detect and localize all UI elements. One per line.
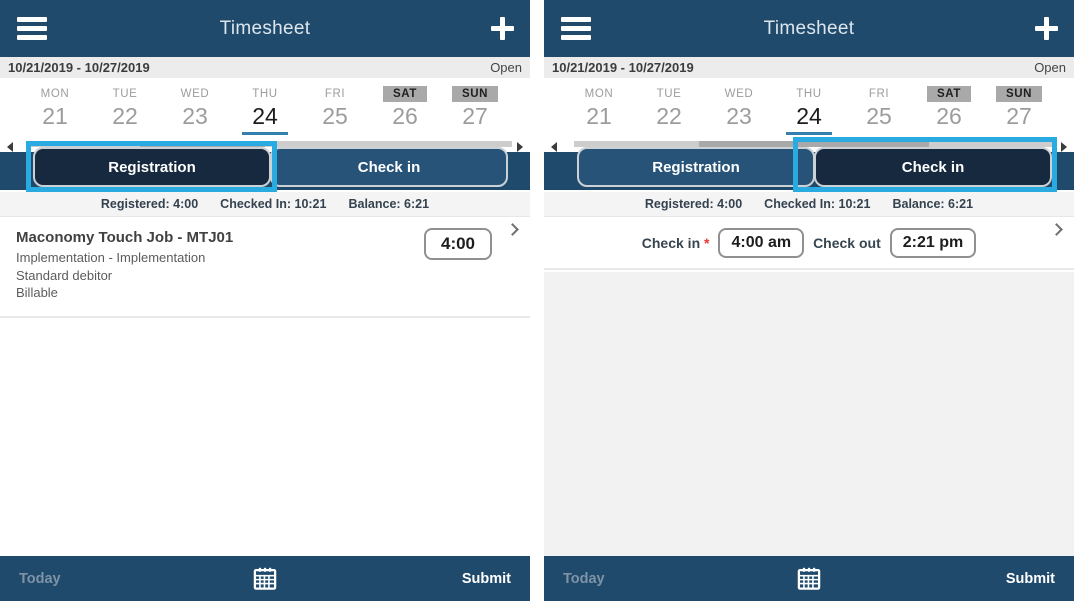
tab-strip: Registration Check in [544,137,1074,192]
tab-checkin[interactable]: Check in [814,147,1052,187]
tab-registration[interactable]: Registration [33,147,271,187]
app-bar: Timesheet [544,0,1074,57]
checkout-label: Check out [813,235,881,251]
empty-area [544,272,1074,556]
calendar-icon[interactable] [252,565,279,597]
day-cell-sat[interactable]: SAT 26 [370,84,440,140]
day-cell-tue[interactable]: TUE 22 [656,88,682,129]
checkout-time-input[interactable]: 2:21 pm [889,228,977,258]
timesheet-status: Open [490,60,522,75]
tab-strip: Registration Check in [0,140,530,192]
required-asterisk: * [704,235,710,251]
bottom-bar: Today Submit [544,556,1074,601]
tab-checkin[interactable]: Check in [270,147,508,187]
summary-balance: Balance: 6:21 [892,197,974,211]
day-cell-wed[interactable]: WED 23 [180,88,210,129]
phone-screen-registration: Timesheet 10/21/2019 - 10/27/2019 Open M… [0,0,530,607]
today-button[interactable]: Today [563,570,605,587]
bottom-bar: Today Submit [0,556,530,601]
job-entry-row[interactable]: Maconomy Touch Job - MTJ01 Implementatio… [0,218,530,318]
summary-balance: Balance: 6:21 [348,197,430,211]
tab-registration[interactable]: Registration [577,147,815,187]
job-title: Maconomy Touch Job - MTJ01 [16,229,234,246]
day-cell-sat[interactable]: SAT 26 [914,84,984,140]
calendar-icon[interactable] [796,565,823,597]
submit-button[interactable]: Submit [461,570,511,587]
page-title: Timesheet [763,17,855,39]
scroll-left-arrow-icon[interactable] [7,142,13,152]
day-cell-fri[interactable]: FRI 25 [322,88,348,129]
hamburger-menu-icon[interactable] [561,17,591,40]
day-cell-sun[interactable]: SUN 27 [984,84,1054,140]
plus-icon[interactable] [1035,17,1058,40]
summary-registered: Registered: 4:00 [100,197,199,211]
page-title: Timesheet [219,17,311,39]
day-cell-fri[interactable]: FRI 25 [866,88,892,129]
day-cell-thu-selected[interactable]: THU 24 [774,84,844,140]
summary-bar: Registered: 4:00 Checked In: 10:21 Balan… [0,192,530,217]
hamburger-menu-icon[interactable] [17,17,47,40]
day-cell-thu-selected[interactable]: THU 24 [230,84,300,140]
period-bar: 10/21/2019 - 10/27/2019 Open [544,57,1074,78]
week-day-selector: MON 21 TUE 22 WED 23 THU 24 FRI 25 SAT 2… [544,78,1074,140]
summary-bar: Registered: 4:00 Checked In: 10:21 Balan… [544,192,1074,217]
tab-scrollbar[interactable] [574,141,1056,147]
job-task: Implementation - Implementation [16,250,206,265]
period-bar: 10/21/2019 - 10/27/2019 Open [0,57,530,78]
plus-icon[interactable] [491,17,514,40]
day-cell-tue[interactable]: TUE 22 [112,88,138,129]
checkin-content: Check in * 4:00 am Check out 2:21 pm [544,218,1074,556]
day-cell-sun[interactable]: SUN 27 [440,84,510,140]
scroll-right-arrow-icon[interactable] [517,142,523,152]
summary-checked-in: Checked In: 10:21 [220,197,327,211]
day-cell-wed[interactable]: WED 23 [724,88,754,129]
period-range: 10/21/2019 - 10/27/2019 [552,60,694,75]
day-cell-mon[interactable]: MON 21 [40,88,70,129]
period-range: 10/21/2019 - 10/27/2019 [8,60,150,75]
hours-input[interactable]: 4:00 [424,228,492,260]
tab-scrollbar-thumb[interactable] [699,141,929,147]
checkin-time-input[interactable]: 4:00 am [718,228,805,258]
job-debtor: Standard debitor [16,267,113,283]
today-button[interactable]: Today [19,570,61,587]
job-billable: Billable [16,285,58,300]
day-cell-mon[interactable]: MON 21 [584,88,614,129]
phone-screen-checkin: Timesheet 10/21/2019 - 10/27/2019 Open M… [544,0,1074,607]
submit-button[interactable]: Submit [1005,570,1055,587]
scroll-left-arrow-icon[interactable] [551,142,557,152]
timesheet-status: Open [1034,60,1066,75]
app-bar: Timesheet [0,0,530,57]
scroll-right-arrow-icon[interactable] [1061,142,1067,152]
week-day-selector: MON 21 TUE 22 WED 23 THU 24 FRI 25 SAT 2… [0,78,530,140]
summary-checked-in: Checked In: 10:21 [764,197,871,211]
registration-content: Maconomy Touch Job - MTJ01 Implementatio… [0,218,530,556]
checkin-form-row: Check in * 4:00 am Check out 2:21 pm [544,218,1074,270]
summary-registered: Registered: 4:00 [644,197,743,211]
checkin-label: Check in * [641,235,710,251]
